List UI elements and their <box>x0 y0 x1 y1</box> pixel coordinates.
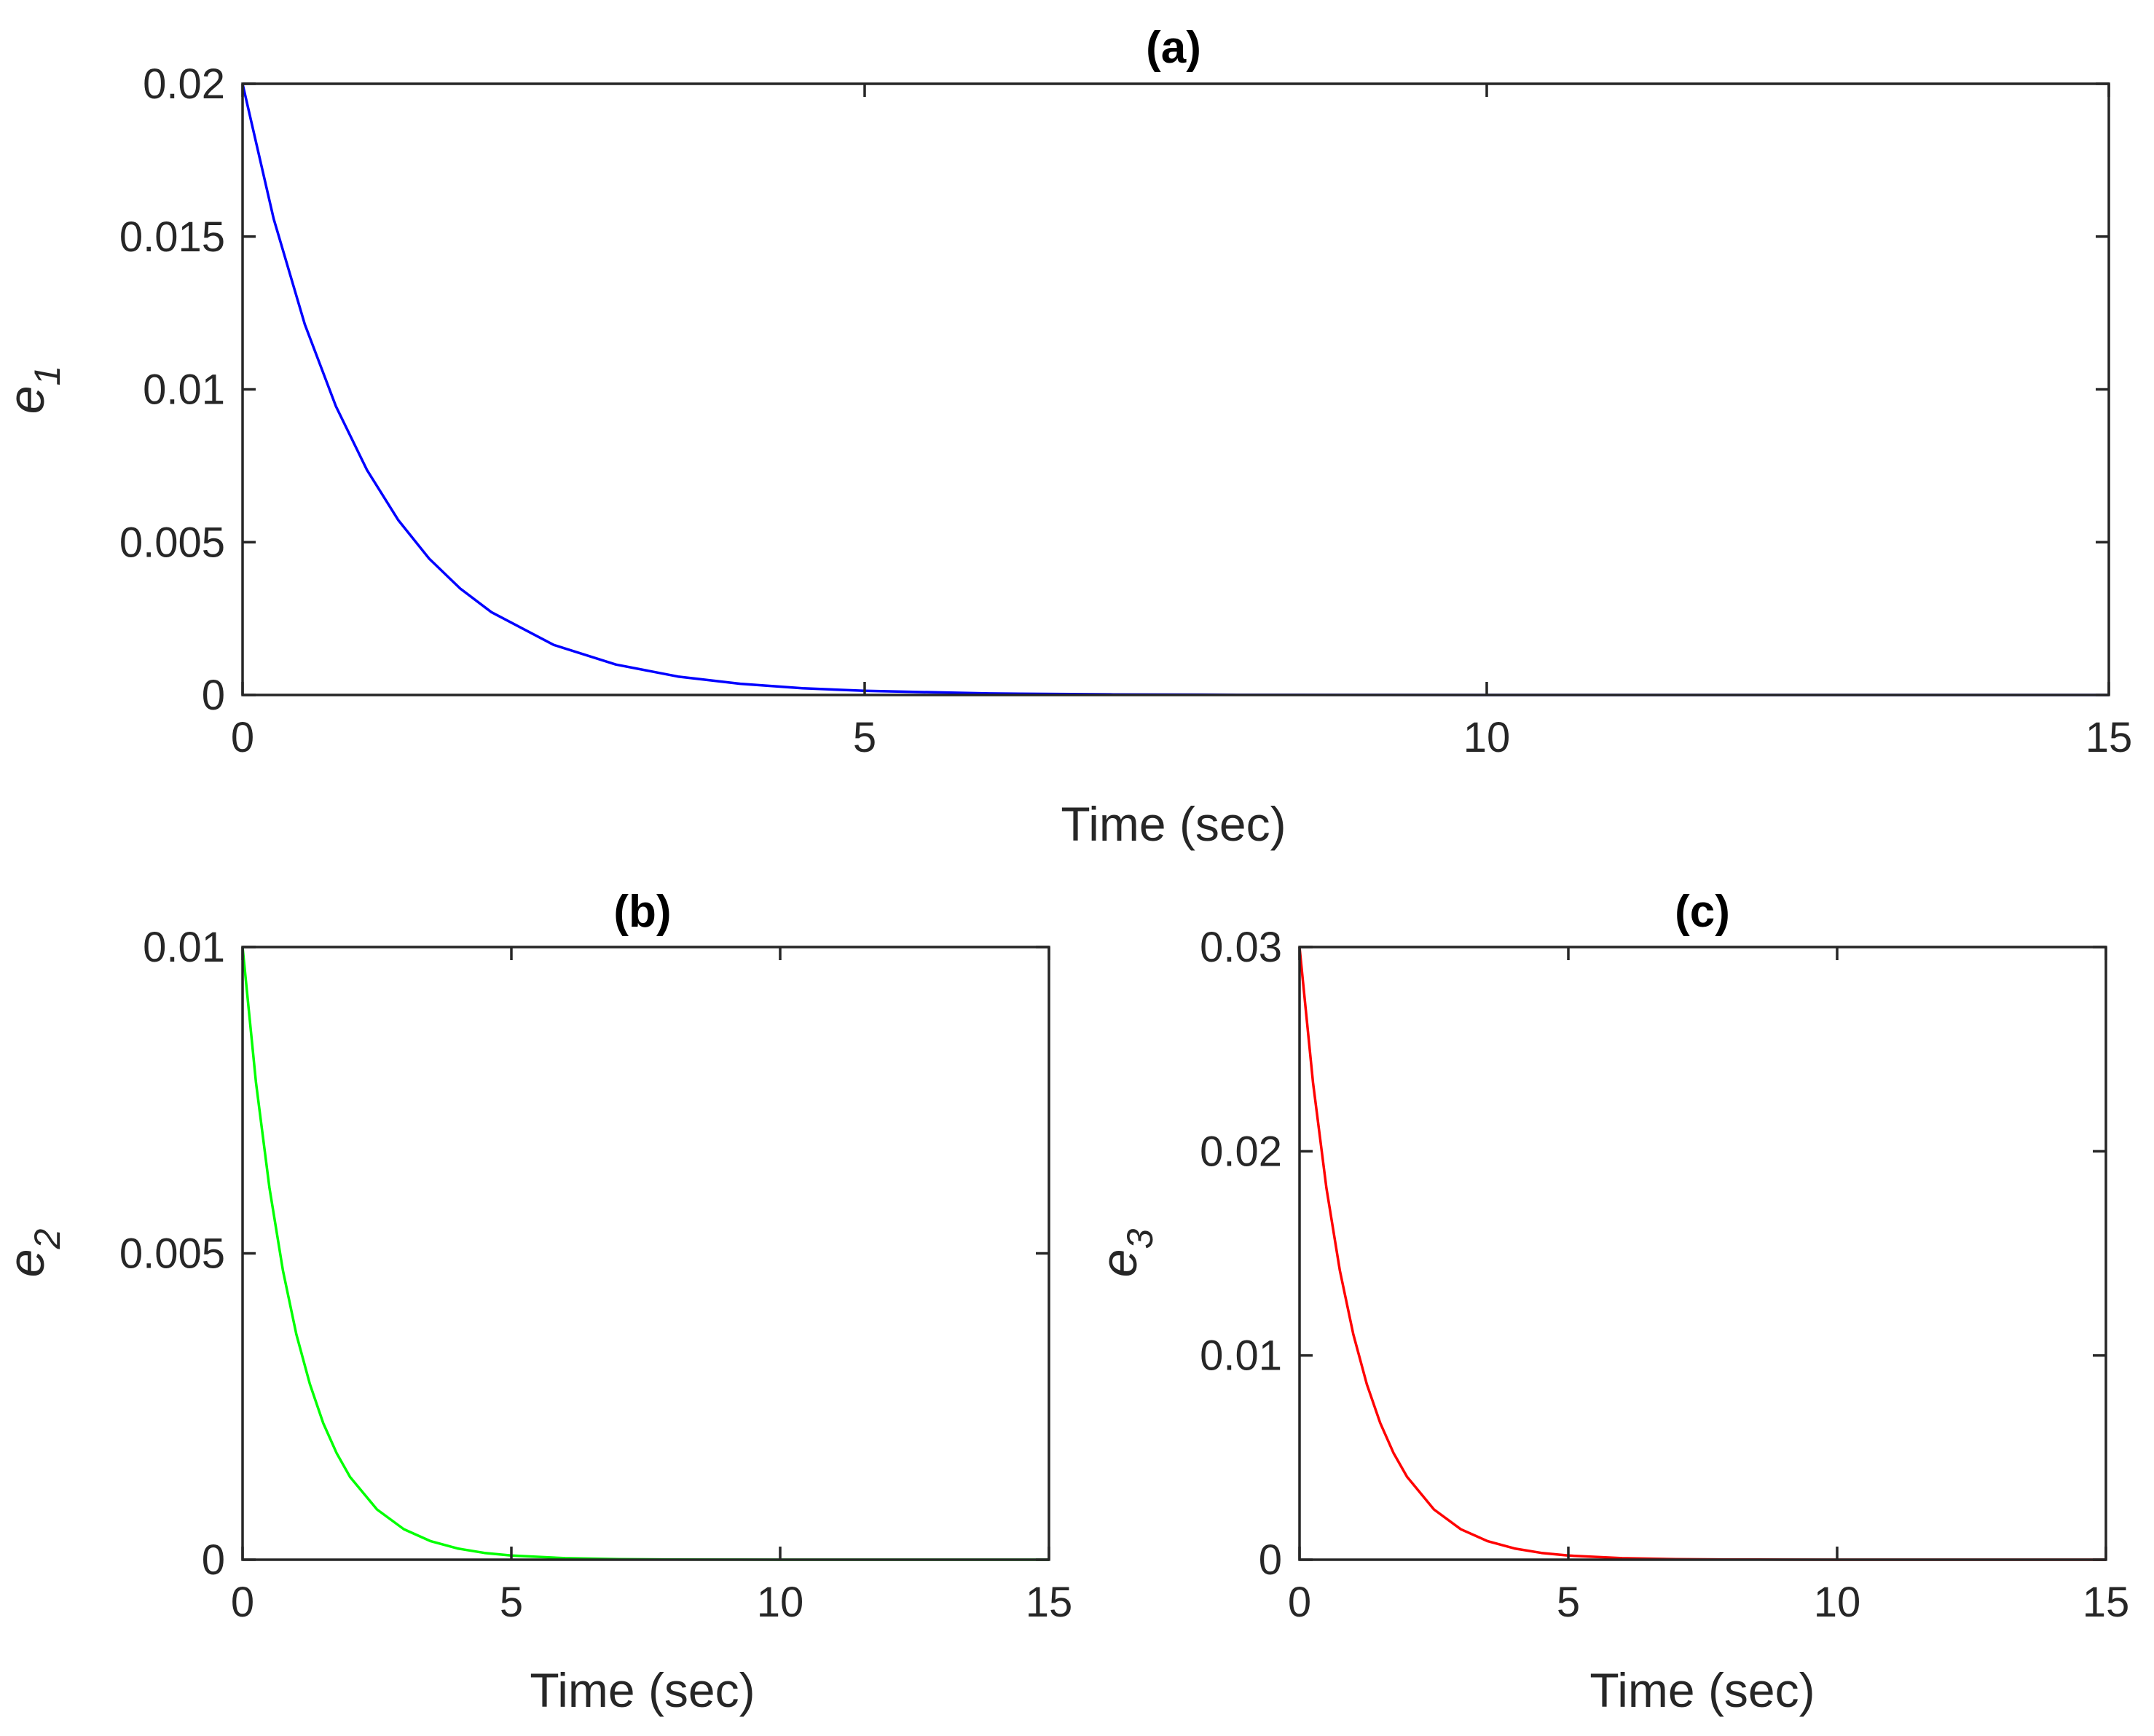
panel-c-ylabel-base: e <box>1090 1249 1147 1277</box>
panel-a-xtick-labels: 0 5 10 15 <box>231 714 2132 761</box>
panel-b-xlabel: Time (sec) <box>530 1663 755 1717</box>
ytick-label: 0.02 <box>143 60 225 108</box>
ytick-label: 0.02 <box>1200 1128 1282 1175</box>
xtick-label: 5 <box>500 1579 523 1626</box>
xtick-label: 0 <box>231 714 254 761</box>
ytick-label: 0.01 <box>143 366 225 414</box>
xtick-label: 15 <box>2086 714 2133 761</box>
ytick-label: 0.01 <box>1200 1332 1282 1380</box>
ytick-label: 0.03 <box>1200 924 1282 971</box>
xtick-label: 15 <box>2083 1579 2130 1626</box>
panel-b: (b) 0 5 10 15 0 0.005 0.01 Time (sec) e2 <box>0 887 1072 1717</box>
panel-c-xlabel: Time (sec) <box>1589 1663 1815 1717</box>
xtick-label: 10 <box>1814 1579 1861 1626</box>
panel-a-ytick-labels: 0 0.005 0.01 0.015 0.02 <box>119 60 225 719</box>
panel-c-ytick-labels: 0 0.01 0.02 0.03 <box>1200 924 1282 1584</box>
panel-b-ylabel-sub: 2 <box>27 1228 68 1249</box>
xtick-label: 0 <box>1288 1579 1311 1626</box>
xtick-label: 15 <box>1026 1579 1073 1626</box>
panel-c: (c) 0 5 10 15 0 0.01 0.02 0.03 Time (sec) e3 <box>1090 887 2129 1717</box>
ytick-label: 0.005 <box>119 1230 225 1278</box>
xtick-label: 5 <box>853 714 876 761</box>
panel-c-title: (c) <box>1675 887 1730 937</box>
panel-b-ytick-labels: 0 0.005 0.01 <box>119 924 225 1584</box>
xtick-label: 0 <box>231 1579 254 1626</box>
ytick-label: 0.005 <box>119 519 225 566</box>
panel-b-title: (b) <box>613 887 671 937</box>
panel-b-ticks <box>241 946 1050 1561</box>
panel-a-ylabel-sub: 1 <box>27 366 68 386</box>
panel-c-ylabel-sub: 3 <box>1120 1228 1160 1249</box>
ytick-label: 0 <box>202 672 225 719</box>
xtick-label: 10 <box>1463 714 1511 761</box>
panel-a-ticks <box>241 82 2110 696</box>
ytick-label: 0.01 <box>143 924 225 971</box>
panel-b-xtick-labels: 0 5 10 15 <box>231 1579 1072 1626</box>
panel-b-ylabel-base: e <box>0 1249 55 1277</box>
panel-a-ylabel-base: e <box>0 385 55 414</box>
panel-a-title: (a) <box>1146 23 1201 73</box>
xtick-label: 10 <box>757 1579 804 1626</box>
panel-c-xtick-labels: 0 5 10 15 <box>1288 1579 2129 1626</box>
panel-b-ylabel: e2 <box>0 1228 68 1277</box>
panel-c-frame <box>1298 946 2107 1561</box>
ytick-label: 0 <box>1259 1536 1282 1584</box>
panel-a-ylabel: e1 <box>0 366 68 415</box>
xtick-label: 5 <box>1557 1579 1580 1626</box>
panel-c-ylabel: e3 <box>1090 1228 1160 1277</box>
panel-c-ticks <box>1298 946 2107 1561</box>
ytick-label: 0.015 <box>119 213 225 261</box>
panel-a-xlabel: Time (sec) <box>1061 797 1286 851</box>
panel-a: (a) 0 5 10 15 0 0.005 0.01 0.015 0.02 Time (sec… <box>0 23 2132 851</box>
ytick-label: 0 <box>202 1536 225 1584</box>
